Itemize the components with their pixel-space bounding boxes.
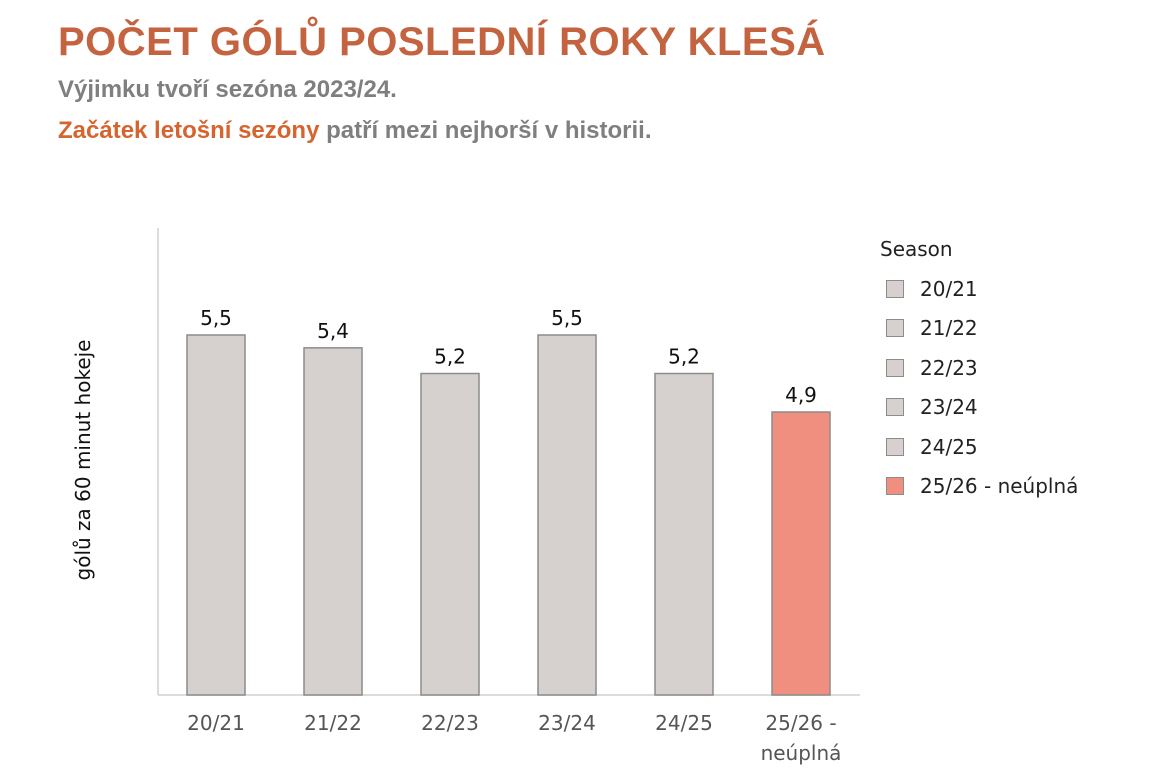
x-tick-label-5: 24/25 (655, 711, 713, 735)
y-axis-label: gólů za 60 minut hokeje (71, 340, 95, 581)
bar-6 (771, 411, 831, 696)
subtitle-highlight: Začátek letošní sezóny (58, 117, 320, 144)
legend-item-2: 21/22 (880, 309, 1078, 349)
x-tick-label-2: 21/22 (304, 711, 362, 735)
subtitle-rest: patří mezi nejhorší v historii. (319, 117, 652, 144)
bar-4 (537, 334, 597, 696)
legend-swatch-4 (886, 398, 904, 417)
data-label-5: 5,2 (668, 345, 700, 369)
legend: Season 20/21 21/22 22/23 23/24 24/25 25/26 - … (880, 237, 1078, 506)
x-tick-label-3: 22/23 (421, 711, 479, 735)
legend-title: Season (880, 237, 953, 261)
data-label-1: 5,5 (200, 306, 232, 330)
legend-swatch-3 (886, 358, 904, 377)
bar-5 (654, 372, 714, 696)
bar-2 (303, 347, 363, 696)
legend-label-5: 24/25 (920, 434, 978, 459)
data-label-6: 4,9 (785, 383, 817, 407)
x-tick-label-6-line1: 25/26 - (765, 711, 836, 735)
x-tick-label-4: 23/24 (538, 711, 596, 735)
legend-item-3: 22/23 (880, 348, 1078, 388)
data-label-4: 5,5 (551, 306, 583, 330)
legend-swatch-6 (886, 477, 904, 496)
legend-item-5: 24/25 (880, 427, 1078, 467)
legend-label-1: 20/21 (920, 276, 978, 301)
legend-item-6: 25/26 - neúplná (880, 467, 1078, 507)
chart-subtitle-line2: Začátek letošní sezóny patří mezi nejhor… (58, 117, 652, 145)
legend-label-2: 21/22 (920, 316, 978, 341)
legend-swatch-5 (886, 437, 904, 456)
bar-1 (186, 334, 246, 696)
legend-item-1: 20/21 (880, 269, 1078, 309)
legend-swatch-1 (886, 279, 904, 298)
chart-subtitle-line1: Výjimku tvoří sezóna 2023/24. (58, 76, 397, 103)
data-label-2: 5,4 (317, 319, 349, 343)
legend-item-4: 23/24 (880, 388, 1078, 428)
legend-items: 20/21 21/22 22/23 23/24 24/25 25/26 - neúplná (880, 269, 1078, 506)
x-tick-label-6-line2: neúplná (761, 741, 842, 765)
data-label-3: 5,2 (434, 345, 466, 369)
bar-3 (420, 372, 480, 696)
legend-label-3: 22/23 (920, 355, 978, 380)
x-tick-label-1: 20/21 (187, 711, 245, 735)
legend-label-6: 25/26 - neúplná (920, 474, 1079, 499)
chart-title: POČET GÓLŮ POSLEDNÍ ROKY KLESÁ (58, 20, 826, 64)
legend-label-4: 23/24 (920, 395, 978, 420)
legend-swatch-2 (886, 319, 904, 338)
